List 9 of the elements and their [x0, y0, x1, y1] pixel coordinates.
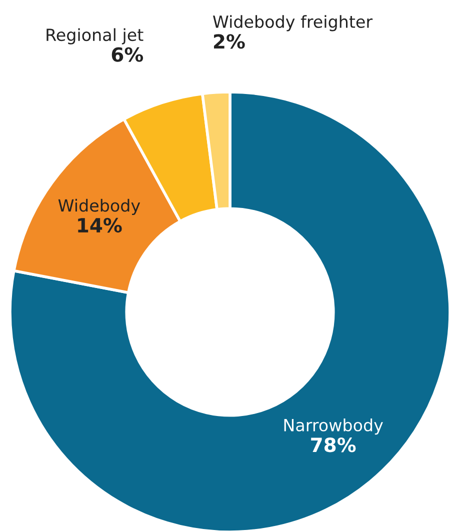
data-label: 78%	[311, 438, 356, 452]
data-label: 2%	[214, 34, 245, 49]
data-label: 6%	[112, 47, 144, 62]
slice-label: Widebody freighter	[213, 15, 373, 32]
slice-label: Narrowbody	[284, 418, 383, 435]
data-label: 14%	[78, 218, 122, 233]
slice-label: Regional jet	[46, 28, 144, 44]
donut-slice	[8, 90, 452, 532]
slice-label: Widebody	[58, 198, 140, 216]
